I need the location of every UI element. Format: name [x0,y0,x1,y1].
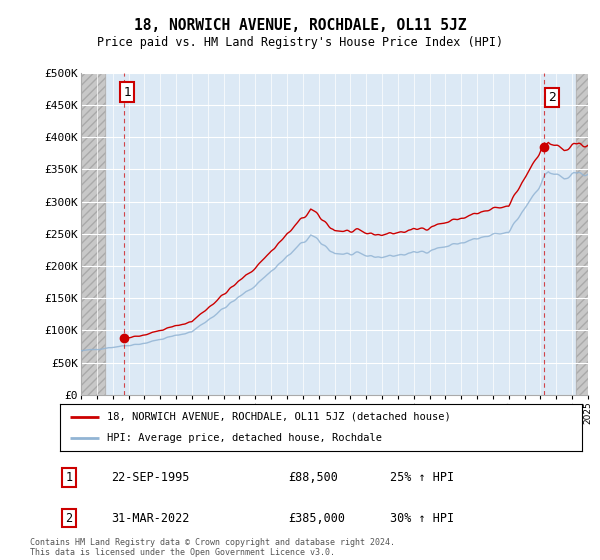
Text: Contains HM Land Registry data © Crown copyright and database right 2024.
This d: Contains HM Land Registry data © Crown c… [30,538,395,557]
Text: 18, NORWICH AVENUE, ROCHDALE, OL11 5JZ: 18, NORWICH AVENUE, ROCHDALE, OL11 5JZ [134,18,466,33]
Text: 2: 2 [65,511,73,525]
Text: 18, NORWICH AVENUE, ROCHDALE, OL11 5JZ (detached house): 18, NORWICH AVENUE, ROCHDALE, OL11 5JZ (… [107,412,451,422]
Text: 30% ↑ HPI: 30% ↑ HPI [390,511,454,525]
Text: £88,500: £88,500 [288,470,338,484]
Text: 25% ↑ HPI: 25% ↑ HPI [390,470,454,484]
Bar [81,73,105,395]
Text: 1: 1 [124,86,131,99]
Text: 31-MAR-2022: 31-MAR-2022 [111,511,190,525]
Text: 22-SEP-1995: 22-SEP-1995 [111,470,190,484]
Text: HPI: Average price, detached house, Rochdale: HPI: Average price, detached house, Roch… [107,433,382,444]
Text: Price paid vs. HM Land Registry's House Price Index (HPI): Price paid vs. HM Land Registry's House … [97,36,503,49]
Bar [576,73,588,395]
Text: 2: 2 [548,91,556,104]
Text: £385,000: £385,000 [288,511,345,525]
Text: 1: 1 [65,470,73,484]
Bar [576,73,588,395]
Bar [81,73,105,395]
